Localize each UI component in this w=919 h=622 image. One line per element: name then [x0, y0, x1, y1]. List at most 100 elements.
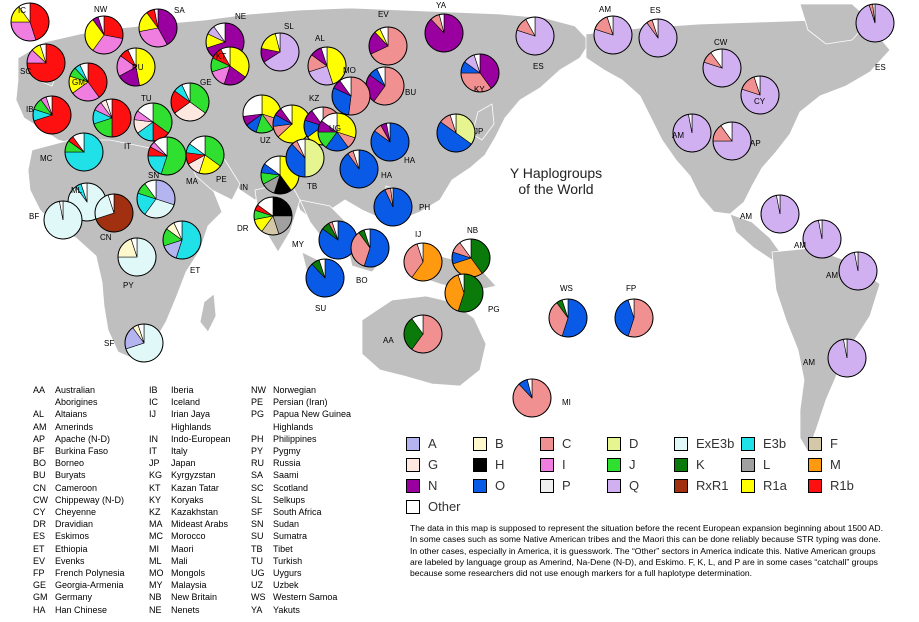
pie-label: DR — [237, 224, 249, 233]
abbreviation-row: AL Altaians — [33, 408, 125, 420]
explanatory-note: The data in this map is supposed to repr… — [410, 523, 883, 579]
pie-outline — [515, 16, 555, 56]
abbreviation-code: AL — [33, 409, 45, 420]
legend-item-r1b: R1b — [808, 478, 875, 493]
abbreviation-code: IT — [149, 446, 157, 457]
abbreviation-row: Aborigines — [33, 396, 125, 408]
pie-outline — [460, 53, 500, 93]
legend-swatch — [674, 436, 688, 451]
pie-label: MO — [343, 66, 356, 75]
abbreviation-name: Uygurs — [273, 568, 302, 579]
abbreviation-row: IN Indo-European — [149, 433, 231, 445]
abbreviation-row: YA Yakuts — [251, 604, 351, 616]
abbreviation-code: RU — [251, 458, 264, 469]
abbreviation-row: GE Georgia-Armenia — [33, 579, 125, 591]
pie-chart-am: AM — [826, 251, 878, 291]
abbreviation-column-2: IB Iberia IC Iceland IJ Irian Jaya Highlands IN… — [149, 384, 231, 616]
pie-outline — [253, 196, 293, 236]
pie-outline — [702, 48, 742, 88]
abbreviation-name: Sumatra — [273, 531, 308, 542]
pie-label: IC — [18, 6, 26, 15]
pie-label: AM — [672, 131, 684, 140]
pie-label: IB — [26, 105, 34, 114]
pie-outline — [138, 8, 178, 48]
legend-item-rxr1: RxR1 — [674, 478, 741, 493]
abbreviation-name: Mongols — [171, 568, 206, 579]
legend-item-d: D — [607, 436, 674, 451]
abbreviation-code: CY — [33, 507, 46, 518]
abbreviation-row: AM Amerinds — [33, 421, 125, 433]
pie-chart-it: IT — [92, 98, 132, 151]
abbreviation-row: BO Borneo — [33, 457, 125, 469]
pie-outline — [444, 273, 484, 313]
abbreviation-name: French Polynesia — [55, 568, 125, 579]
abbreviation-name: Indo-European — [171, 433, 231, 444]
pie-outline — [350, 228, 390, 268]
pie-outline — [638, 18, 678, 58]
pie-chart-ru: RU — [116, 47, 156, 87]
legend-swatch — [540, 436, 554, 451]
abbreviation-name: Apache (N-D) — [55, 433, 111, 444]
legend-swatch — [473, 478, 487, 493]
pie-chart-am: AM — [593, 5, 633, 55]
abbreviation-code — [251, 421, 273, 433]
pie-outline — [117, 237, 157, 277]
abbreviation-row: ES Eskimos — [33, 530, 125, 542]
abbreviation-code: SU — [251, 531, 264, 542]
pie-label: AL — [315, 34, 325, 43]
legend-label: ExE3b — [696, 436, 735, 451]
pie-outline — [64, 132, 104, 172]
pie-outline — [370, 122, 410, 162]
abbreviation-name: Han Chinese — [55, 604, 108, 615]
pie-chart-ug: UG — [317, 112, 357, 152]
pie-label: TB — [307, 182, 317, 191]
legend-item-a: A — [406, 436, 473, 451]
pie-chart-layer: IC NW SA SC GM RU NE SL EV YA ES AM ES ES CW CY AM AP AM AM… — [10, 1, 895, 418]
abbreviation-name: Philippines — [273, 433, 317, 444]
abbreviation-name: Mideast Arabs — [171, 519, 229, 530]
pie-chart-mi: MI — [512, 378, 571, 418]
pie-label: WS — [560, 284, 573, 293]
abbreviation-row: FP French Polynesia — [33, 567, 125, 579]
legend-label: C — [562, 436, 572, 451]
abbreviation-row: BU Buryats — [33, 469, 125, 481]
pie-label: ES — [650, 6, 661, 15]
abbreviation-code: TB — [251, 543, 263, 554]
pie-chart-es: ES — [855, 3, 895, 72]
pie-outline — [124, 323, 164, 363]
pie-label: ET — [190, 266, 200, 275]
legend-label: F — [830, 436, 838, 451]
abbreviation-code: NB — [149, 592, 162, 603]
pie-label: GE — [200, 78, 212, 87]
pie-label: BU — [405, 88, 416, 97]
pie-outline — [133, 102, 173, 142]
abbreviation-row: RU Russia — [251, 457, 351, 469]
pie-label: UZ — [260, 136, 271, 145]
abbreviation-row: IB Iberia — [149, 384, 231, 396]
legend-item-b: B — [473, 436, 540, 451]
pie-chart-nb: NB — [451, 226, 491, 278]
pie-label: PY — [123, 281, 134, 290]
abbreviation-row: IT Italy — [149, 445, 231, 457]
legend-swatch — [607, 436, 621, 451]
legend-label: G — [428, 457, 439, 472]
pie-chart-am: AM — [803, 338, 867, 378]
map-title-line-1: Y Haplogroups — [509, 165, 603, 181]
pie-chart-mc: MC — [40, 132, 104, 172]
abbreviation-name: Georgia-Armenia — [55, 580, 124, 591]
abbreviation-row: SA Saami — [251, 469, 351, 481]
abbreviation-row: MO Mongols — [149, 567, 231, 579]
pie-label: SA — [174, 6, 185, 15]
abbreviation-row: EV Evenks — [33, 555, 125, 567]
legend-swatch — [741, 457, 755, 472]
north-america-landmass — [585, 19, 891, 215]
abbreviation-row: UZ Uzbek — [251, 579, 351, 591]
legend-label: A — [428, 436, 437, 451]
pie-label: PG — [488, 305, 500, 314]
pie-outline — [26, 43, 66, 83]
abbreviation-name: Australian — [55, 385, 96, 395]
abbreviation-code: MA — [149, 519, 163, 530]
legend-swatch — [473, 457, 487, 472]
pie-chart-su: SU — [305, 258, 345, 313]
abbreviation-code: NW — [251, 385, 266, 395]
